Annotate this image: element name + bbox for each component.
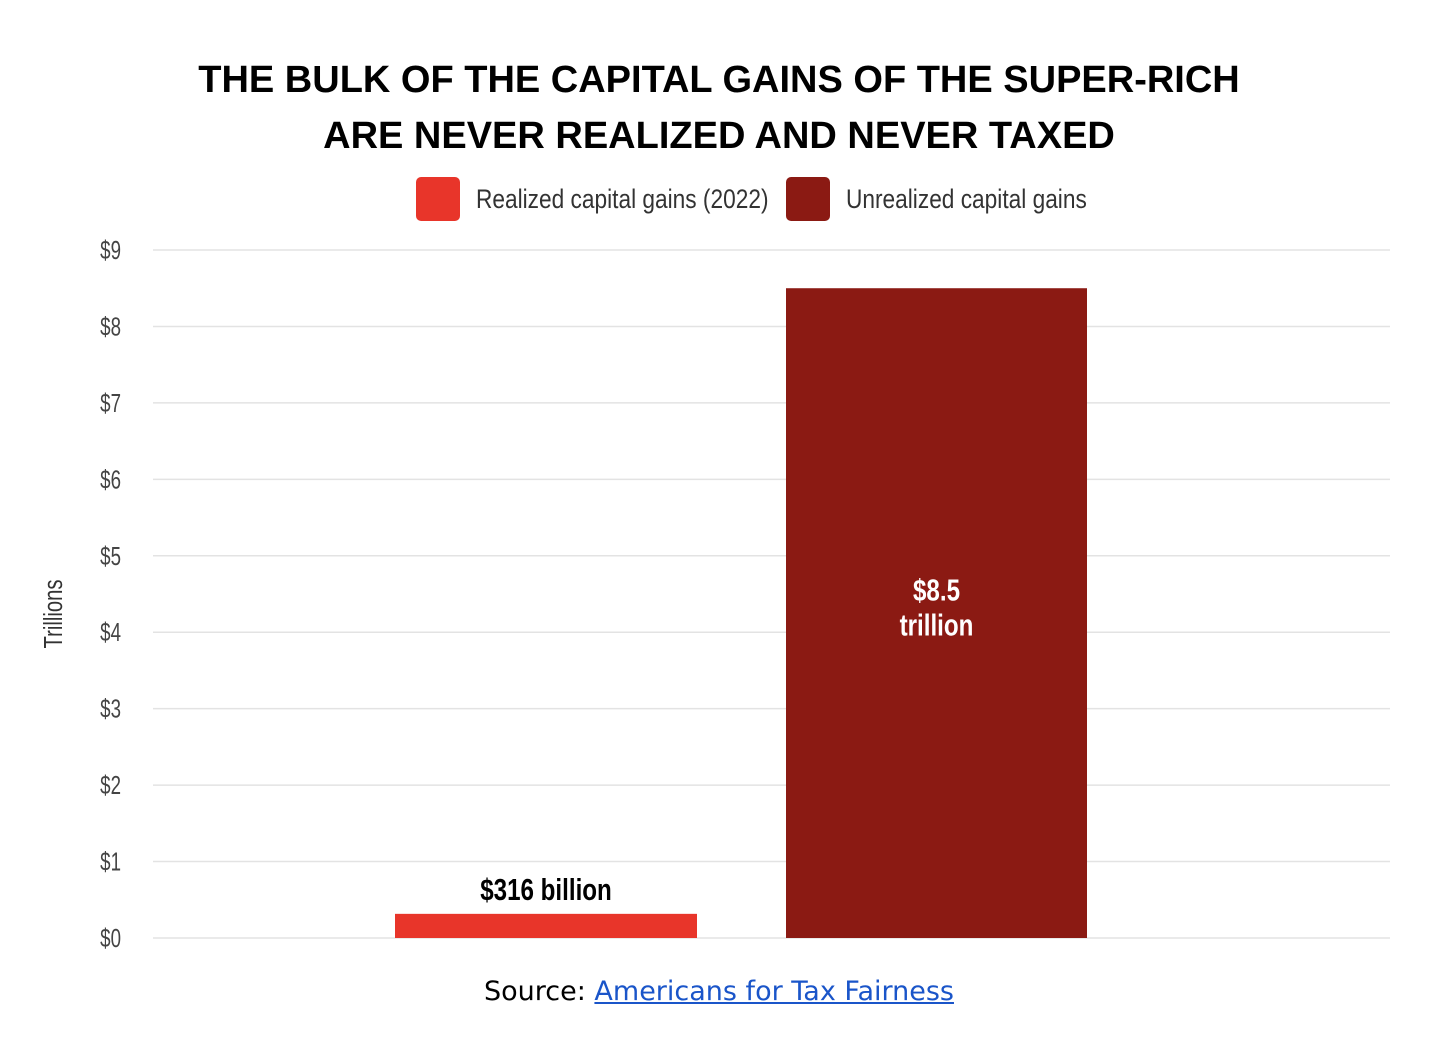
data-label: $316 billion (480, 872, 612, 907)
source-line: Source: Americans for Tax Fairness (0, 976, 1438, 1007)
y-tick-label: $2 (100, 770, 121, 800)
bar (395, 913, 697, 938)
legend-label-unrealized: Unrealized capital gains (846, 183, 1087, 214)
legend-item-realized: Realized capital gains (2022) (416, 176, 824, 222)
chart-title: THE BULK OF THE CAPITAL GAINS OF THE SUP… (0, 52, 1438, 164)
y-tick-label: $0 (100, 923, 121, 953)
legend-label-realized: Realized capital gains (2022) (476, 183, 769, 214)
y-tick-label: $4 (100, 617, 121, 647)
y-tick-label: $3 (100, 694, 121, 724)
y-tick-label: $5 (100, 541, 121, 571)
legend-item-unrealized: Unrealized capital gains (786, 176, 1133, 222)
y-tick-label: $7 (100, 388, 121, 418)
data-label: trillion (900, 608, 974, 643)
y-tick-label: $6 (100, 464, 121, 494)
chart-legend: Realized capital gains (2022) Unrealized… (0, 176, 1456, 222)
chart-title-line-1: THE BULK OF THE CAPITAL GAINS OF THE SUP… (198, 59, 1240, 101)
y-axis-label: Trillions (39, 579, 68, 648)
y-tick-label: $9 (100, 235, 121, 265)
source-prefix: Source: (484, 976, 595, 1007)
source-link[interactable]: Americans for Tax Fairness (594, 976, 954, 1007)
y-tick-label: $8 (100, 311, 121, 341)
legend-swatch-realized (416, 177, 460, 221)
legend-swatch-unrealized (786, 177, 830, 221)
chart-title-line-2: ARE NEVER REALIZED AND NEVER TAXED (323, 115, 1115, 157)
y-tick-label: $1 (100, 846, 121, 876)
data-label: $8.5 (913, 573, 960, 608)
bar (786, 288, 1087, 938)
